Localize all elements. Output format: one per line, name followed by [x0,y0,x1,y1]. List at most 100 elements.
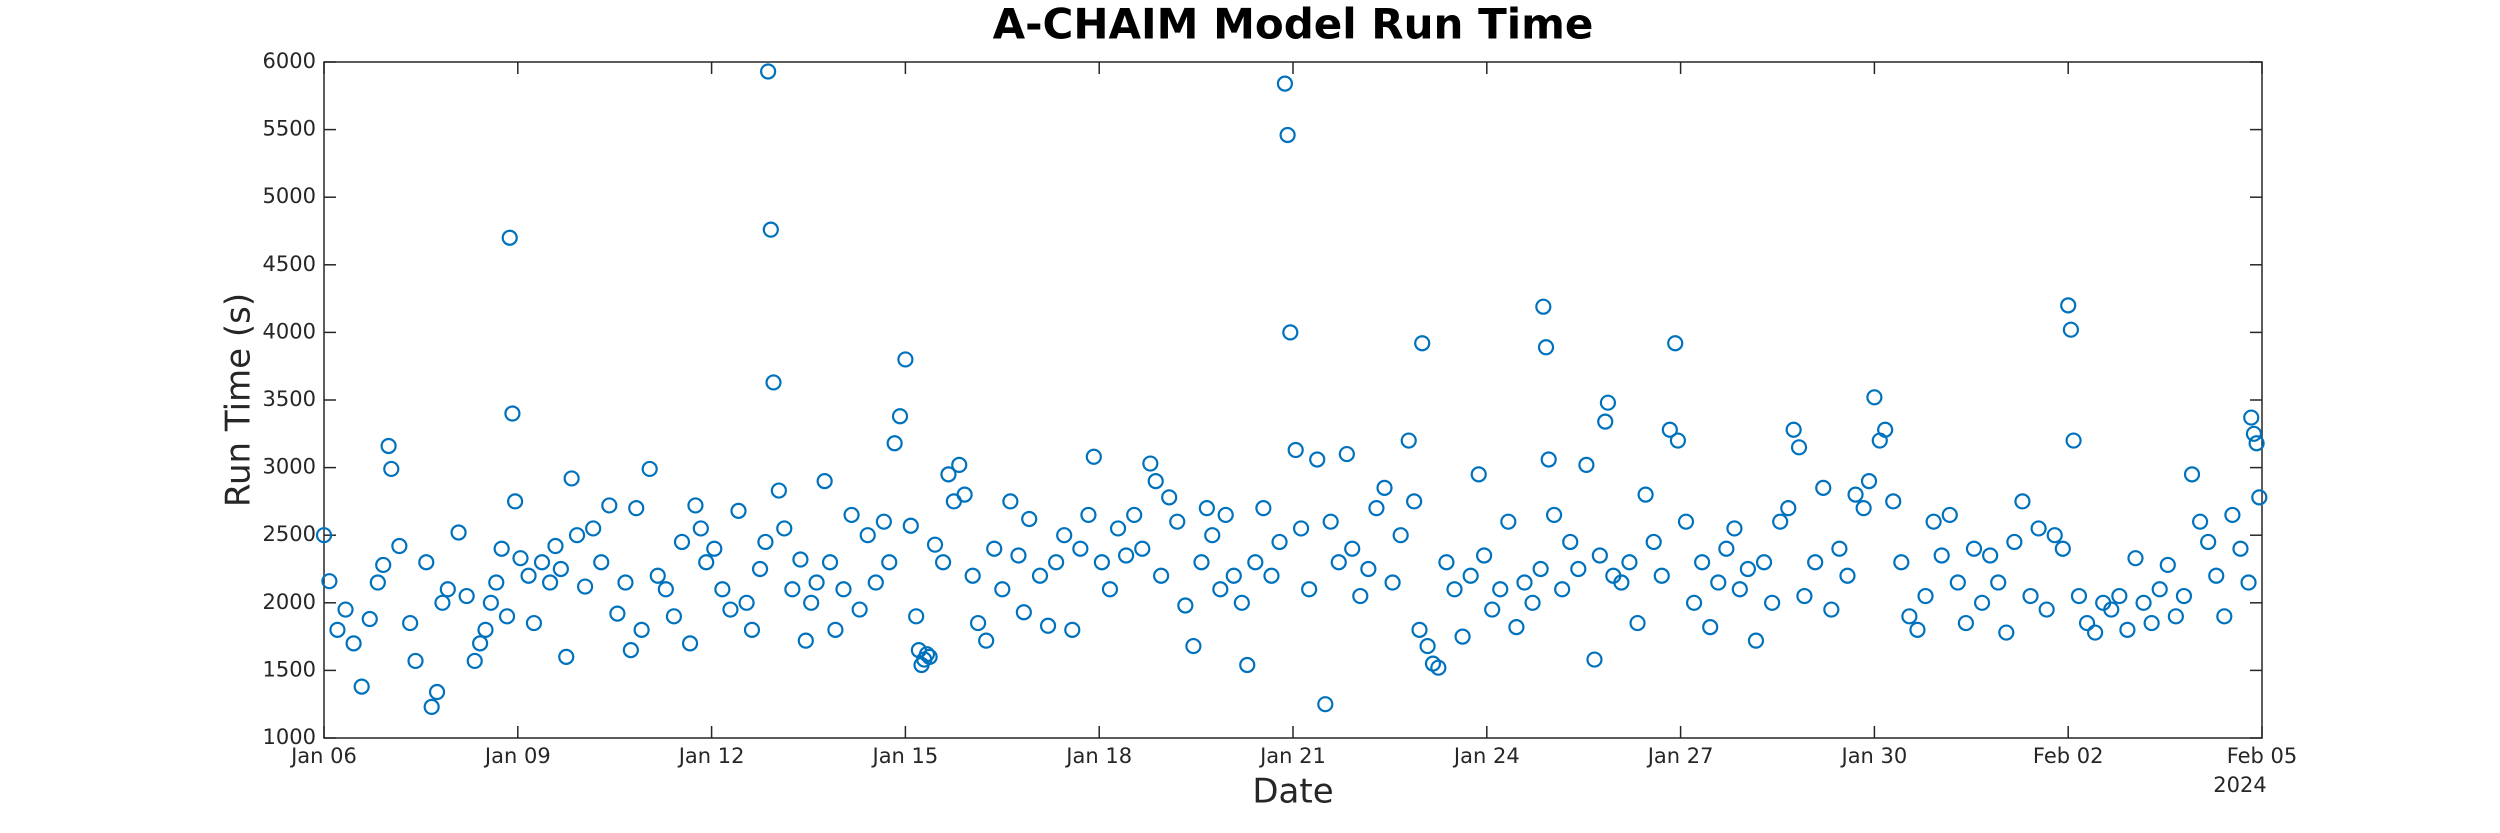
data-point [934,554,952,571]
data-point [902,517,919,534]
data-point [1330,554,1347,571]
data-point [2111,587,2128,605]
data-point [2022,587,2039,605]
data-point [1785,421,1802,438]
data-point [552,560,569,578]
x-axis-label: Date [1252,772,1333,812]
data-point [821,554,839,571]
data-point [1093,554,1110,571]
data-point [1204,527,1221,544]
data-point [434,594,451,611]
data-point [951,456,968,473]
data-point [472,635,489,652]
y-tick-label: 2500 [263,522,316,546]
data-point [1613,574,1630,591]
data-point [576,578,594,595]
data-point [1484,601,1501,618]
data-point [383,460,400,478]
data-point [1535,298,1552,315]
data-point [628,500,645,517]
data-point [926,536,944,553]
data-point [1815,479,1832,496]
data-point [886,435,903,452]
data-point [2251,489,2268,506]
data-point [1796,587,1813,605]
data-point [1537,339,1555,356]
data-point [1909,621,1926,638]
data-point [617,574,634,591]
data-point [1282,324,1299,341]
data-point [501,229,518,246]
data-point [897,351,914,368]
y-tick-label: 3000 [263,455,316,479]
y-tick-label: 5000 [263,184,316,208]
data-point [1578,456,1595,473]
data-point [1153,567,1170,584]
data-point [797,632,814,649]
data-point [1885,493,1902,510]
data-point [891,408,909,425]
data-point [1901,608,1918,625]
data-point [649,567,666,584]
data-point [1516,574,1533,591]
data-point [498,608,516,625]
data-point [1855,500,1872,517]
data-point [345,635,362,652]
data-point [361,610,378,628]
data-point [978,632,995,649]
data-point [1957,614,1975,632]
data-point [1010,547,1027,564]
data-point [692,520,709,537]
data-point [1554,581,1571,598]
data-point [1048,554,1065,571]
x-tick-label: Jan 09 [483,744,551,768]
data-point [1755,554,1773,571]
data-point [808,574,825,591]
data-point [1287,441,1304,459]
data-point [2060,297,2077,314]
data-point [792,551,809,568]
data-point [1021,510,1038,528]
data-point [1411,621,1428,638]
y-tick-label: 5500 [263,117,316,141]
x-tick-label: Jan 15 [871,744,939,768]
data-point [1233,594,1250,611]
data-point [751,560,769,578]
data-point [1532,560,1549,578]
data-point [770,482,787,499]
data-point [1279,126,1296,144]
data-point [533,554,551,571]
data-point [1360,560,1377,578]
data-point [757,533,774,551]
data-point [1597,413,1614,430]
data-point [1161,489,1178,506]
data-point [851,601,868,618]
data-point [1376,479,1393,496]
data-point [1271,533,1288,551]
data-point [1109,520,1127,537]
data-point [1118,547,1135,564]
data-point [2006,533,2023,551]
data-point [1085,448,1102,465]
y-tick-label: 1000 [263,725,316,749]
data-point [1570,560,1587,578]
data-point [1667,335,1684,352]
data-point [1661,421,1678,438]
chart-title: A-CHAIM Model Run Time [993,0,1594,49]
data-point [558,648,575,665]
data-point [1982,547,1999,564]
data-point [1893,554,1910,571]
data-point [380,437,397,455]
data-point [2183,466,2201,483]
data-point [1998,624,2015,641]
data-point [956,486,973,503]
data-point [1645,533,1662,551]
data-point [568,527,586,544]
data-point [1933,547,1950,564]
data-point [921,648,938,665]
data-point [1492,581,1509,598]
data-point [1599,394,1617,411]
data-point [1677,513,1695,530]
data-point [1239,656,1256,674]
